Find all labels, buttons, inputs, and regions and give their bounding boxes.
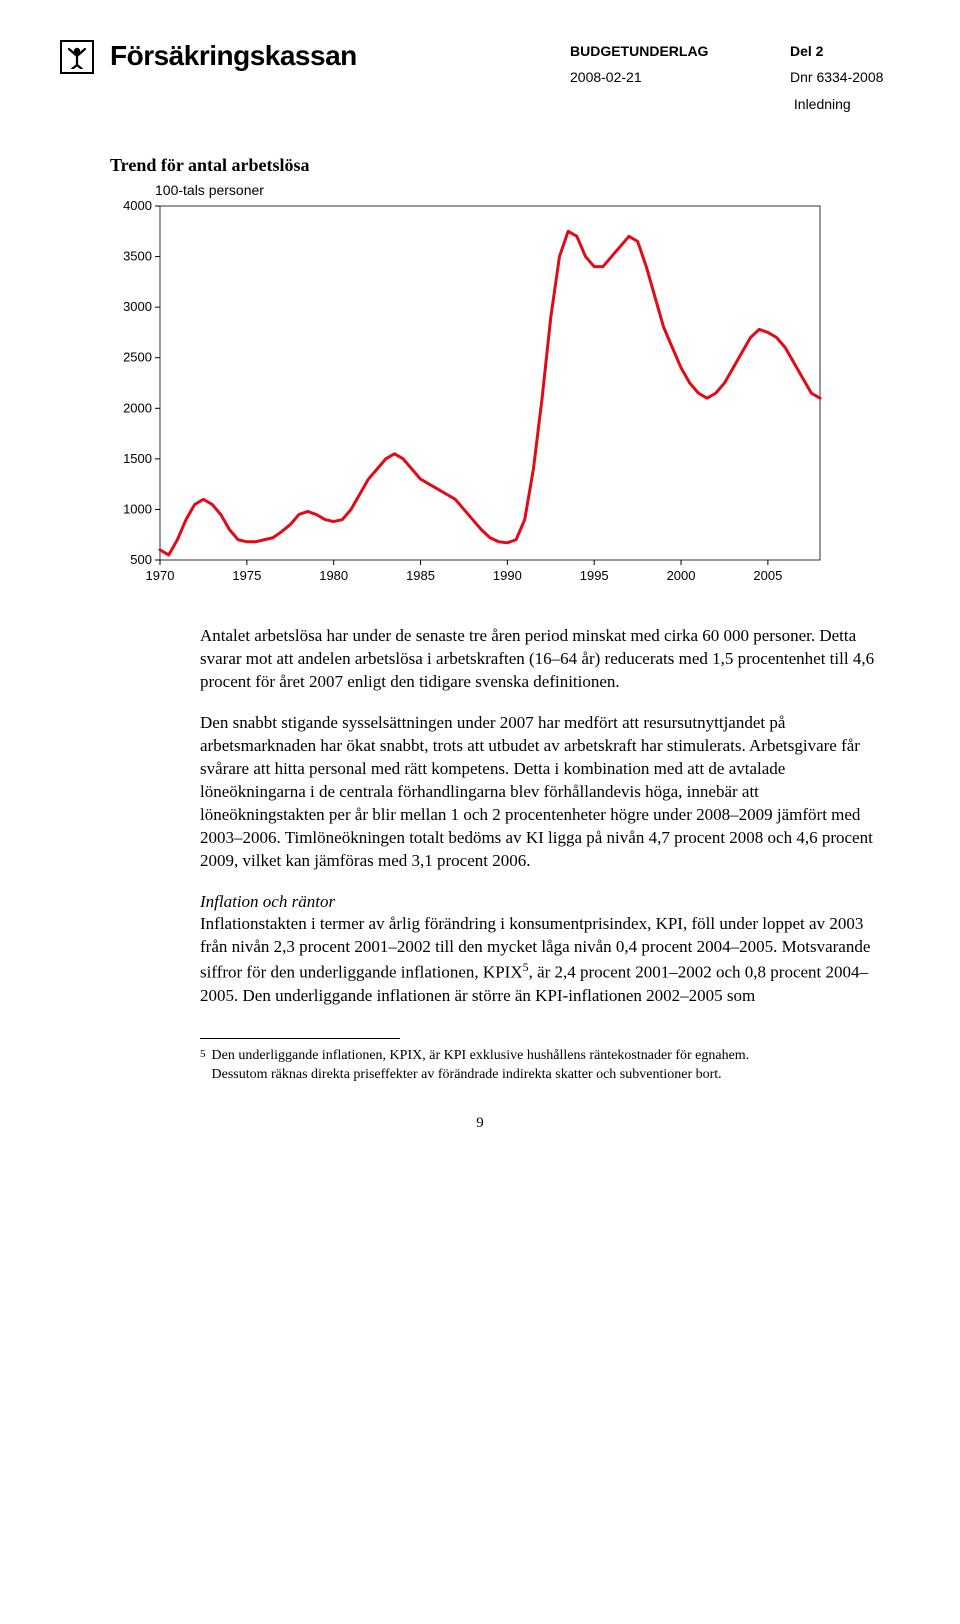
section-label: Inledning	[794, 96, 851, 112]
svg-text:2000: 2000	[667, 568, 696, 583]
svg-text:2500: 2500	[123, 350, 152, 365]
subsection-title: Inflation och räntor	[200, 891, 880, 914]
svg-text:500: 500	[130, 552, 152, 567]
svg-text:3000: 3000	[123, 299, 152, 314]
body-text: Antalet arbetslösa har under de senaste …	[200, 625, 880, 1008]
unemployment-chart: 500 1000 1500 2000 2500 3000 3500 4000 1970 1975 1…	[110, 200, 900, 595]
paragraph-3: Inflationstakten i termer av årlig förän…	[200, 913, 880, 1007]
svg-text:1000: 1000	[123, 502, 152, 517]
brand-logo	[60, 40, 94, 74]
svg-text:3500: 3500	[123, 249, 152, 264]
page-number: 9	[60, 1115, 900, 1132]
svg-text:4000: 4000	[123, 200, 152, 213]
svg-text:1985: 1985	[406, 568, 435, 583]
budget-label: BUDGETUNDERLAG	[570, 40, 730, 62]
chart-svg: 500 1000 1500 2000 2500 3000 3500 4000 1970 1975 1…	[110, 200, 830, 590]
chart-subtitle: 100-tals personer	[155, 182, 900, 198]
paragraph-2: Den snabbt stigande sysselsättningen und…	[200, 712, 880, 873]
doc-dnr: Dnr 6334-2008	[790, 66, 900, 88]
brand-name: Försäkringskassan	[110, 40, 357, 72]
chart-title: Trend för antal arbetslösa	[110, 155, 900, 176]
page-header: Försäkringskassan BUDGETUNDERLAG Del 2 2…	[60, 40, 900, 115]
svg-text:1970: 1970	[146, 568, 175, 583]
svg-text:2005: 2005	[753, 568, 782, 583]
footnote-number: 5	[200, 1047, 206, 1085]
svg-text:1980: 1980	[319, 568, 348, 583]
part-label: Del 2	[790, 40, 900, 62]
header-meta: BUDGETUNDERLAG Del 2 2008-02-21 Dnr 6334…	[570, 40, 900, 115]
svg-text:1995: 1995	[580, 568, 609, 583]
footnote: 5 Den underliggande inflationen, KPIX, ä…	[200, 1047, 880, 1085]
doc-date: 2008-02-21	[570, 66, 730, 88]
svg-text:1990: 1990	[493, 568, 522, 583]
footnote-text: Den underliggande inflationen, KPIX, är …	[212, 1047, 881, 1085]
svg-text:1975: 1975	[232, 568, 261, 583]
person-arms-icon	[65, 45, 89, 69]
footnote-separator	[200, 1038, 400, 1039]
svg-text:1500: 1500	[123, 451, 152, 466]
svg-text:2000: 2000	[123, 400, 152, 415]
paragraph-1: Antalet arbetslösa har under de senaste …	[200, 625, 880, 694]
